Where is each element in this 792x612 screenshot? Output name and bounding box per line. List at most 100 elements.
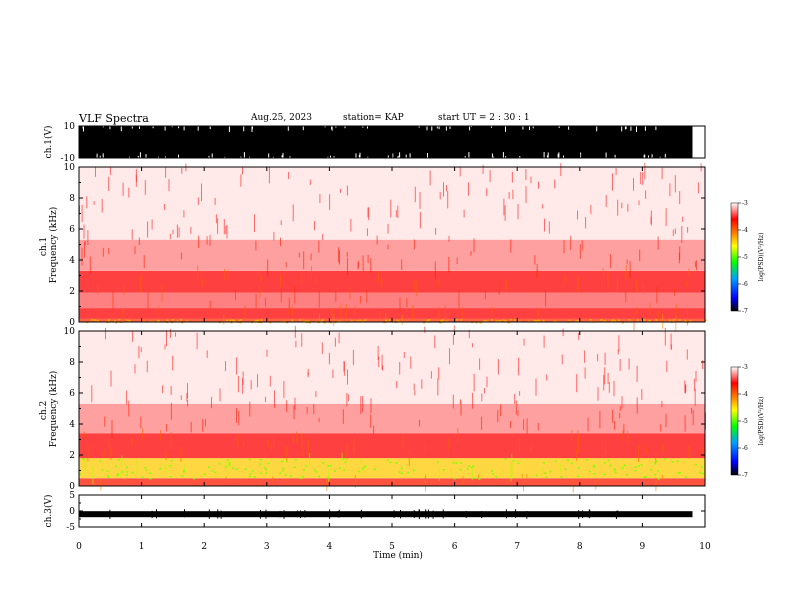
- spectrogram-speckle: [678, 471, 681, 474]
- spectrogram-speckle: [610, 320, 613, 323]
- ch1-waveform-gap: [532, 126, 534, 129]
- spectrogram-speckle: [423, 321, 426, 324]
- spectrogram-streak: [577, 429, 579, 444]
- spectrogram-streak: [362, 255, 364, 272]
- spectrogram-speckle: [315, 471, 318, 473]
- spectrogram-streak: [447, 191, 449, 209]
- spectrogram-streak: [421, 379, 423, 389]
- ch1-waveform-gap: [128, 156, 130, 158]
- spectrogram-streak: [204, 419, 206, 427]
- spectrogram-band-4: [79, 239, 705, 271]
- spectrogram-speckle: [610, 319, 613, 321]
- spectrogram-streak: [100, 479, 102, 491]
- spectrogram-streak: [280, 237, 281, 246]
- spectrogram-streak: [143, 255, 145, 269]
- spectrogram-speckle: [621, 321, 624, 324]
- ch1-waveform-gap: [327, 156, 329, 159]
- spectrogram-speckle: [359, 319, 362, 322]
- spectrogram-streak: [109, 166, 111, 176]
- spectrogram-speckle: [470, 466, 473, 469]
- spectrogram-speckle: [545, 476, 548, 479]
- spectrogram-speckle: [144, 467, 147, 469]
- spectrogram-streak: [165, 451, 167, 461]
- ch3-waveform-trace: [79, 509, 693, 520]
- spectrogram-streak: [655, 450, 657, 464]
- spectrogram-streak: [362, 396, 364, 413]
- spectrogram-streak: [162, 385, 164, 394]
- spectrogram-streak: [79, 434, 81, 449]
- spectrogram-speckle: [654, 463, 657, 465]
- spectrogram-streak: [332, 308, 334, 318]
- spectrogram-streak: [81, 247, 83, 266]
- spectrogram-streak: [293, 405, 295, 420]
- ch1-waveform-gap: [330, 155, 331, 158]
- spectrogram-streak: [660, 424, 662, 432]
- spectrogram-streak: [242, 378, 244, 394]
- spectrogram-streak: [439, 191, 441, 200]
- spectrogram-streak: [197, 197, 199, 205]
- spectrogram-streak: [530, 176, 532, 184]
- spectrogram-speckle: [645, 475, 647, 478]
- spectrogram-speckle: [699, 471, 702, 474]
- spectrogram-streak: [223, 219, 225, 235]
- spectrogram-streak: [197, 265, 199, 279]
- spectrogram-streak: [456, 257, 458, 264]
- spectrogram-streak: [255, 293, 257, 309]
- spectrogram-streak: [452, 394, 454, 409]
- spectrogram-streak: [486, 376, 488, 388]
- ch1-waveform-gap: [547, 152, 549, 159]
- spectrogram-streak: [461, 307, 463, 319]
- ch1-waveform-gap: [358, 154, 360, 159]
- ch1-spectrogram-ytick-label: 4: [69, 256, 75, 266]
- spectrogram-streak: [318, 313, 320, 323]
- spectrogram-streak: [401, 259, 403, 271]
- ch1-waveform-gap: [228, 126, 230, 132]
- ch1-waveform-gap: [543, 152, 545, 159]
- spectrogram-speckle: [648, 320, 651, 322]
- spectrogram-streak: [347, 369, 348, 385]
- ch1-waveform-gap: [596, 126, 598, 132]
- spectrogram-streak: [675, 315, 677, 331]
- spectrogram-speckle: [159, 468, 162, 470]
- spectrogram-streak: [250, 380, 252, 390]
- ch1-waveform-gap: [605, 152, 607, 158]
- colorbar-1-tick-label: -7: [742, 308, 748, 315]
- spectrogram-streak: [636, 306, 638, 315]
- spectrogram-streak: [236, 357, 238, 375]
- ch1-waveform-gap: [335, 126, 337, 128]
- spectrogram-streak: [607, 372, 609, 384]
- ch1-waveform-gap: [664, 153, 666, 158]
- spectrogram-speckle: [182, 470, 185, 472]
- spectrogram-speckle: [251, 470, 254, 472]
- spectrogram-speckle: [322, 462, 325, 464]
- spectrogram-streak: [473, 238, 475, 253]
- spectrogram-speckle: [492, 473, 495, 475]
- spectrogram-speckle: [496, 320, 499, 322]
- spectrogram-streak: [639, 249, 641, 262]
- spectrogram-speckle: [343, 458, 345, 460]
- ch3-waveform-ytick-label: -5: [66, 523, 75, 533]
- spectrogram-speckle: [554, 320, 557, 322]
- spectrogram-streak: [619, 406, 621, 411]
- spectrogram-speckle: [248, 458, 251, 461]
- spectrogram-speckle: [90, 319, 93, 321]
- spectrogram-streak: [646, 446, 648, 454]
- spectrogram-streak: [414, 281, 416, 293]
- spectrogram-speckle: [106, 470, 109, 472]
- spectrogram-streak: [412, 305, 414, 321]
- spectrogram-streak: [623, 423, 625, 435]
- spectrogram-streak: [438, 367, 440, 380]
- spectrogram-streak: [460, 402, 462, 416]
- spectrogram-streak: [612, 409, 614, 423]
- ch1-waveform-gap: [240, 156, 242, 159]
- spectrogram-speckle: [186, 320, 189, 322]
- spectrogram-streak: [346, 252, 348, 257]
- spectrogram-streak: [146, 360, 148, 373]
- spectrogram-streak: [309, 452, 311, 466]
- spectrogram-streak: [435, 227, 437, 235]
- spectrogram-streak: [151, 219, 153, 230]
- ch1-waveform-gap: [109, 126, 111, 130]
- spectrogram-speckle: [149, 472, 152, 474]
- spectrogram-speckle: [643, 476, 646, 478]
- spectrogram-streak: [688, 268, 690, 277]
